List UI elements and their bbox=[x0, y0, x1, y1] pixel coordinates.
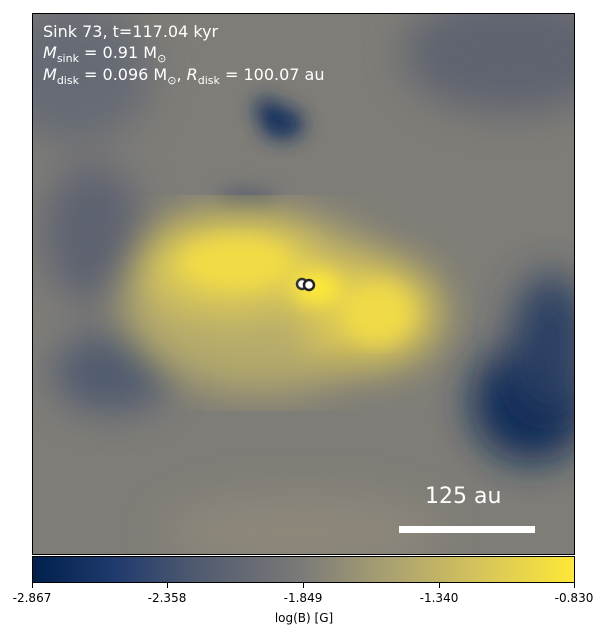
colorbar bbox=[32, 556, 575, 583]
scale-bar-label: 125 au bbox=[425, 484, 502, 509]
colorbar-tick-label: -0.830 bbox=[554, 591, 594, 605]
colorbar-tick-label: -2.867 bbox=[12, 591, 52, 605]
colorbar-tick bbox=[303, 583, 304, 588]
field-image bbox=[33, 14, 574, 554]
colorbar-tick bbox=[439, 583, 440, 588]
colorbar-tick bbox=[32, 583, 33, 588]
colorbar-label: log(B) [G] bbox=[274, 611, 334, 625]
disk-properties-label: Mdisk = 0.096 M⊙, Rdisk = 100.07 au bbox=[43, 65, 325, 88]
sink-title: Sink 73, t=117.04 kyr bbox=[43, 22, 219, 41]
sink-marker bbox=[302, 278, 316, 292]
sink-mass-label: Msink = 0.91 M⊙ bbox=[43, 43, 167, 66]
scale-bar bbox=[399, 526, 535, 533]
colorbar-tick-label: -1.849 bbox=[283, 591, 323, 605]
colorbar-tick bbox=[574, 583, 575, 588]
colorbar-tick bbox=[167, 583, 168, 588]
colorbar-tick-label: -1.340 bbox=[419, 591, 459, 605]
magnetic-field-map: Sink 73, t=117.04 kyr Msink = 0.91 M⊙ Md… bbox=[32, 13, 575, 555]
colorbar-tick-label: -2.358 bbox=[147, 591, 187, 605]
